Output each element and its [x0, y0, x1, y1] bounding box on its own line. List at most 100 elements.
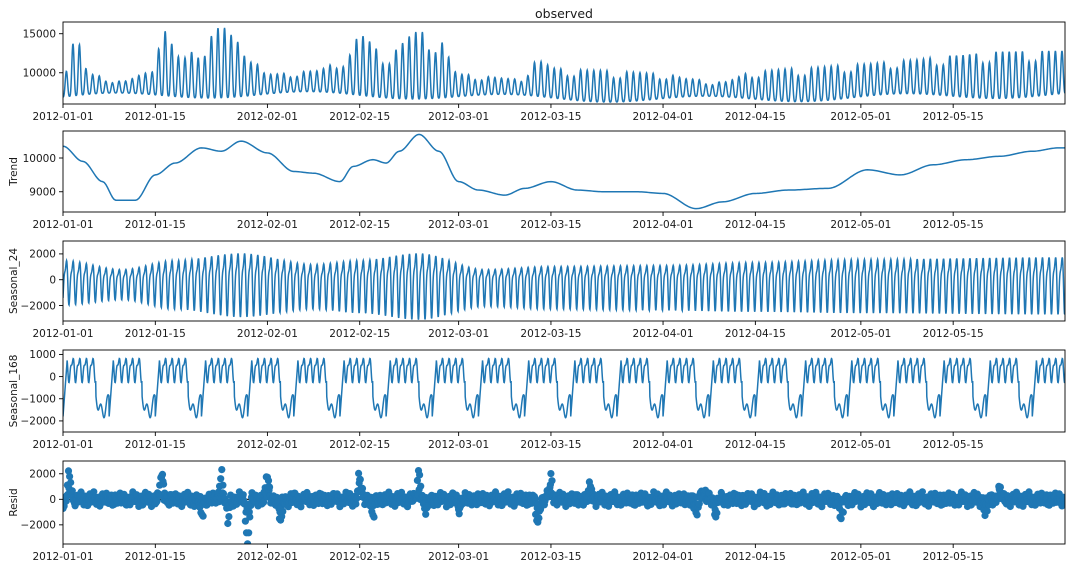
x-tick-label: 2012-03-01	[428, 111, 489, 123]
resid-point	[64, 467, 73, 475]
resid-point	[422, 510, 430, 518]
y-tick-label: 15000	[23, 29, 56, 41]
resid-point	[67, 478, 75, 487]
x-tick-label: 2012-03-15	[520, 328, 581, 340]
x-tick-label: 2012-05-15	[923, 111, 984, 123]
axes-frame	[62, 349, 1066, 433]
resid-point	[983, 507, 991, 515]
x-tick-label: 2012-05-01	[830, 328, 891, 340]
resid-point	[66, 472, 74, 480]
resid-point	[245, 529, 253, 537]
x-tick-label: 2012-03-15	[520, 551, 581, 563]
x-tick-label: 2012-02-15	[329, 328, 390, 340]
resid-point	[455, 510, 463, 518]
resid-point	[355, 469, 363, 477]
x-tick-label: 2012-01-15	[125, 551, 186, 563]
x-tick-label: 2012-04-01	[633, 219, 694, 231]
resid-point	[153, 497, 161, 505]
resid-point	[1061, 494, 1065, 502]
y-axis-label: Resid	[8, 488, 20, 516]
y-tick-label: 10000	[23, 68, 56, 80]
x-tick-label: 2012-01-15	[125, 219, 186, 231]
resid-point	[63, 497, 70, 505]
resid-point	[225, 513, 233, 521]
x-tick-label: 2012-05-01	[830, 111, 891, 123]
x-tick-label: 2012-04-01	[633, 111, 694, 123]
resid-point	[358, 484, 367, 492]
y-tick-label: 0	[49, 494, 56, 506]
y-tick-label: 9000	[29, 187, 56, 199]
x-tick-label: 2012-01-01	[32, 219, 93, 231]
resid-point	[996, 483, 1005, 491]
resid-point	[239, 491, 247, 499]
y-tick-label: −1000	[20, 394, 56, 406]
resid-point	[199, 512, 207, 520]
resid-point	[416, 471, 424, 479]
resid-point	[918, 488, 927, 496]
figure-title: observed	[535, 6, 593, 21]
x-tick-label: 2012-05-15	[923, 219, 984, 231]
resid-point	[224, 519, 232, 528]
axes-frame	[62, 460, 1066, 545]
resid-point	[548, 477, 556, 485]
axes-frame	[62, 130, 1066, 213]
resid-point	[353, 494, 361, 502]
series-line	[63, 253, 1065, 320]
x-tick-label: 2012-05-15	[923, 328, 984, 340]
x-tick-label: 2012-02-15	[329, 551, 390, 563]
x-tick-label: 2012-02-01	[237, 439, 298, 451]
x-tick-label: 2012-04-15	[725, 328, 786, 340]
resid-point	[279, 507, 287, 515]
resid-point	[352, 500, 360, 508]
y-tick-label: −2000	[20, 300, 56, 312]
x-tick-label: 2012-01-01	[32, 328, 93, 340]
x-tick-label: 2012-02-01	[237, 551, 298, 563]
x-tick-label: 2012-01-15	[125, 328, 186, 340]
x-tick-label: 2012-03-01	[428, 328, 489, 340]
panels: 10000 15000 2012-01-01 2012-01-15 2012-02-01…	[8, 21, 1066, 563]
x-tick-label: 2012-01-01	[32, 111, 93, 123]
series-line	[63, 133, 1065, 210]
panel-seasonal_24: −2000 0 2000 2012-01-01 2012-01-15 2012-02-01…	[8, 240, 1066, 340]
panel-trend: 9000 10000 2012-01-01 2012-01-15 2012-02-01 2…	[8, 130, 1066, 231]
resid-point	[839, 508, 847, 516]
x-tick-label: 2012-05-01	[830, 439, 891, 451]
resid-point	[356, 475, 364, 483]
series-line	[63, 357, 1065, 419]
resid-point	[160, 480, 168, 488]
resid-point	[218, 466, 226, 474]
resid-point	[693, 511, 701, 519]
resid-point	[1058, 502, 1065, 510]
resid-point	[837, 515, 845, 523]
y-axis-label: Seasonal_24	[8, 248, 20, 314]
x-tick-label: 2012-05-15	[923, 439, 984, 451]
resid-point	[370, 513, 378, 521]
x-tick-label: 2012-01-01	[32, 551, 93, 563]
x-tick-label: 2012-03-01	[428, 439, 489, 451]
x-tick-label: 2012-03-15	[520, 111, 581, 123]
x-tick-label: 2012-04-15	[725, 111, 786, 123]
resid-point	[417, 482, 425, 490]
x-tick-label: 2012-02-01	[237, 328, 298, 340]
axes-frame	[62, 240, 1066, 322]
resid-point	[547, 470, 555, 478]
series-line	[63, 27, 1065, 103]
x-tick-label: 2012-02-15	[329, 111, 390, 123]
resid-point	[695, 500, 703, 508]
x-tick-label: 2012-04-01	[633, 551, 694, 563]
resid-point	[158, 470, 167, 478]
resid-point	[535, 514, 543, 522]
x-tick-label: 2012-02-15	[329, 439, 390, 451]
y-tick-label: 2000	[29, 469, 56, 481]
resid-point	[266, 483, 274, 491]
resid-point	[246, 513, 254, 521]
panel-resid: −2000 0 2000 2012-01-01 2012-01-15 2012-02-01…	[8, 460, 1066, 563]
x-tick-label: 2012-03-15	[520, 219, 581, 231]
y-tick-label: 0	[49, 275, 56, 287]
resid-point	[219, 481, 227, 489]
axes-frame	[62, 21, 1066, 105]
y-tick-label: 2000	[29, 249, 56, 261]
x-tick-label: 2012-04-01	[633, 328, 694, 340]
x-tick-label: 2012-04-15	[725, 551, 786, 563]
